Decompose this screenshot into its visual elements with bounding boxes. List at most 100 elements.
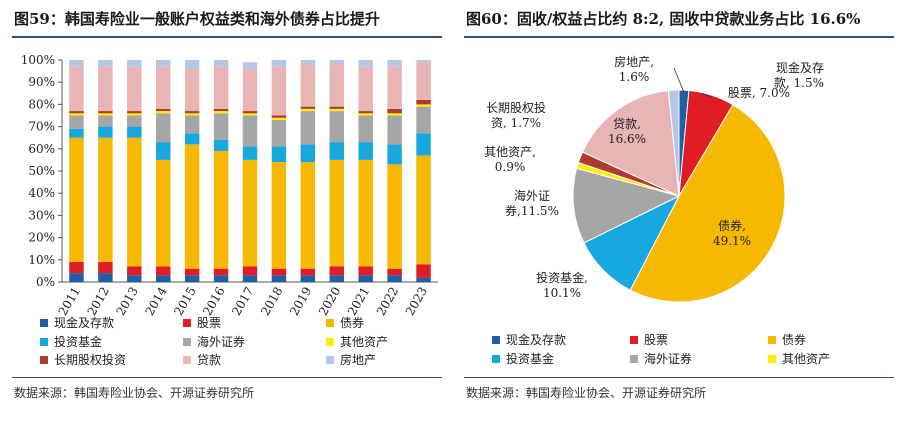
bar-segment-other [184,113,200,116]
pie-label-equity_inv: 长期股权投资, 1.7% [486,100,546,130]
pie-slice-overseas [572,167,681,244]
legend-swatch [326,355,334,364]
pie-slice-bonds [629,104,786,303]
legend-item-loans: 贷款 [183,351,221,368]
bar-segment-equity_inv [242,111,258,114]
bar-segment-loans [242,68,258,112]
legend-item-stocks: 股票 [630,331,668,348]
bar-segment-bonds [271,162,287,269]
bar-segment-other [300,108,316,112]
bar-segment-other [329,108,344,112]
x-tick-label: 2014 [142,284,170,318]
right-title: 图60：固收/权益占比约 8:2, 固收中贷款业务占比 16.6% [466,10,861,28]
bar-segment-stocks [358,266,373,276]
pie-label-bonds: 债券, 49.1% [713,218,751,248]
bar-segment-stocks [156,266,171,276]
right-source: 数据来源：韩国寿险业协会、开源证券研究所 [466,386,707,400]
legend-item-equity_inv: 长期股权投资 [40,351,126,368]
y-tick-label: 40% [28,186,55,200]
bar-segment-other [213,111,229,114]
legend-label: 股票 [197,316,222,330]
pie-label-line: 投资基金, [536,270,588,285]
bar-segment-realestate [242,62,258,69]
bar-segment-bonds [329,159,344,267]
bar-segment-loans [300,64,316,107]
legend-item-bonds: 债券 [768,331,806,348]
pie-label-stocks: 股票, 7.0% [728,86,790,100]
pie-label-line: 股票, 7.0% [728,86,790,100]
pie-label-line: 1.6% [619,70,650,84]
right-panel: 图60：固收/权益占比约 8:2, 固收中贷款业务占比 16.6% 现金及存款,… [452,0,904,422]
bar-segment-other [98,113,113,116]
pie-label-line: 16.6% [608,132,646,146]
bar-segment-bonds [300,162,316,269]
bar-segment-funds [358,142,373,160]
legend-label: 长期股权投资 [54,353,127,367]
pie-label-line: 49.1% [713,234,751,248]
legend-swatch [768,354,776,363]
legend-label: 贷款 [197,353,222,367]
bar-segment-realestate [69,60,84,67]
bar-segment-realestate [300,60,316,65]
legend-label: 债券 [340,316,365,330]
bar-segment-equity_inv [213,108,229,112]
bar-segment-bonds [69,137,84,263]
bar-segment-overseas [69,115,84,129]
bar-segment-funds [329,142,344,160]
bar-segment-funds [387,144,402,165]
bar-segment-realestate [329,60,344,65]
bar-segment-loans [127,66,142,112]
bar-segment-loans [416,62,431,100]
bar-segment-stocks [213,268,229,276]
bar-segment-overseas [184,115,200,134]
bar-segment-bonds [184,144,200,269]
pie-slice-realestate [667,89,680,197]
legend-swatch [183,318,191,327]
legend-label: 股票 [644,333,669,347]
bar-segment-bonds [98,137,113,263]
bar-segment-overseas [358,115,373,143]
pie-slice-loans [581,89,680,197]
bar-segment-loans [156,66,171,109]
bar-segment-bonds [213,151,229,269]
legend-label: 现金及存款 [506,333,567,347]
right-bottom-rule [464,377,894,378]
legend-item-overseas: 海外证券 [183,333,245,350]
bar-segment-loans [387,66,402,109]
pie-label-line: 券,11.5% [505,203,559,218]
x-tick-label: 2019 [287,285,314,318]
y-tick-label: 80% [28,97,55,111]
bar-segment-other [416,104,431,107]
bar-segment-loans [69,66,84,112]
legend-swatch [768,335,776,344]
bar-segment-other [358,113,373,116]
bar-segment-loans [271,66,287,116]
legend-item-bonds: 债券 [326,314,364,331]
bar-segment-cash [98,273,113,282]
legend-swatch [183,355,191,364]
pie-label-line: 现金及存 [776,60,824,75]
leader-line-stocks [699,92,712,98]
pie-label-cash: 现金及存款, 1.5% [774,60,824,90]
legend-item-other: 其他资产 [326,333,388,350]
legend-label: 其他资产 [782,352,831,366]
y-tick-label: 30% [28,208,55,222]
pie-label-line: 0.9% [495,160,526,174]
legend-swatch [630,335,638,344]
leader-line-cash [673,67,685,93]
bar-segment-stocks [98,262,113,274]
bar-segment-other [156,111,171,114]
x-tick-label: 2013 [114,285,141,318]
pie-label-line: 款, 1.5% [774,76,824,90]
bar-segment-stocks [184,268,200,276]
legend-item-realestate: 房地产 [326,351,376,368]
bar-segment-overseas [242,115,258,147]
x-tick-label: 2015 [171,285,198,318]
y-tick-label: 60% [28,142,55,156]
legend-swatch [326,318,334,327]
bar-segment-cash [242,275,258,282]
bar-segment-funds [213,139,229,152]
pie-label-line: 其他资产, [484,145,536,159]
bar-segment-cash [69,273,84,282]
pie-label-funds: 投资基金, 10.1% [536,270,588,300]
